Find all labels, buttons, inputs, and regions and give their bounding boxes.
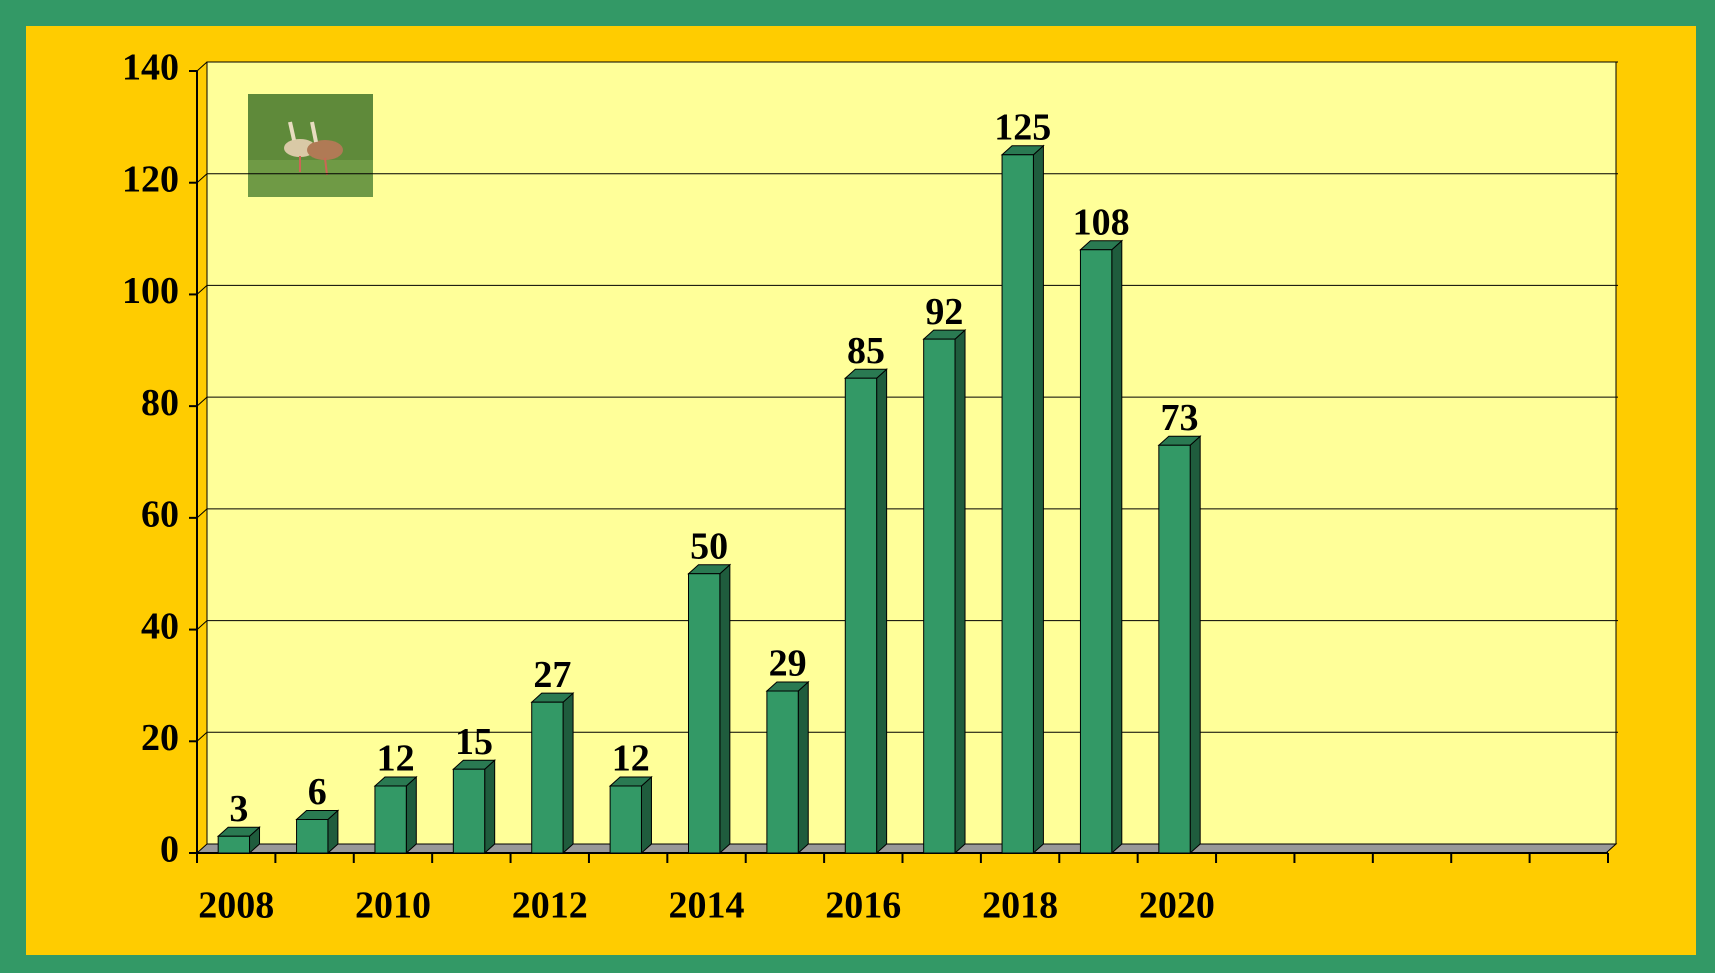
- value-label: 73: [1161, 397, 1199, 439]
- bar: [1001, 154, 1034, 854]
- value-label: 125: [994, 107, 1051, 149]
- grid-line-side: [196, 173, 208, 184]
- bar: [609, 785, 642, 854]
- value-label: 85: [847, 330, 885, 372]
- x-tick-label: 2010: [355, 885, 431, 927]
- bar-side: [1189, 435, 1201, 855]
- bar: [687, 573, 721, 854]
- photo: [248, 94, 373, 197]
- bar-side: [640, 775, 652, 855]
- bar: [217, 835, 251, 854]
- value-label: 108: [1073, 201, 1130, 243]
- bar-side: [876, 368, 888, 855]
- bar: [531, 701, 564, 854]
- bar-side: [954, 328, 966, 855]
- bar: [296, 818, 329, 854]
- x-tick-label: 2008: [198, 885, 274, 927]
- grid-line-side: [196, 508, 208, 519]
- grid-line-side: [196, 396, 208, 407]
- y-tick-label: 120: [122, 158, 179, 200]
- value-label: 12: [377, 738, 415, 780]
- value-label: 29: [769, 643, 807, 685]
- x-tick-label: 2020: [1139, 885, 1215, 927]
- bar: [766, 690, 799, 854]
- bar-side: [1111, 239, 1123, 855]
- value-label: 6: [308, 771, 327, 813]
- grid-line-side: [196, 620, 208, 630]
- bar-side: [484, 759, 496, 855]
- x-tick-label: 2014: [669, 885, 745, 927]
- x-tick-label: 2012: [512, 885, 588, 927]
- bar: [1079, 249, 1113, 854]
- y-tick-label: 100: [122, 270, 179, 312]
- bar: [1158, 444, 1191, 854]
- back-wall: [206, 61, 1617, 845]
- bar: [452, 768, 486, 854]
- grid-line-side: [196, 731, 208, 742]
- value-label: 15: [455, 721, 493, 763]
- bar: [374, 785, 407, 854]
- bar-side: [1032, 144, 1044, 855]
- bar-side: [562, 692, 574, 855]
- value-label: 27: [533, 654, 571, 696]
- y-tick-label: 20: [141, 717, 179, 759]
- y-tick-label: 80: [141, 382, 179, 424]
- value-label: 3: [229, 788, 248, 830]
- value-label: 12: [612, 738, 650, 780]
- value-label: 50: [690, 525, 728, 567]
- grid-line-side: [196, 61, 208, 72]
- bar-side: [797, 680, 809, 855]
- bar: [923, 338, 956, 854]
- y-tick-label: 140: [122, 47, 179, 89]
- y-tick-label: 0: [160, 829, 179, 871]
- value-label: 92: [925, 291, 963, 333]
- bar-side: [405, 775, 417, 855]
- y-tick-label: 60: [141, 494, 179, 536]
- y-tick-label: 40: [141, 605, 179, 647]
- bar: [844, 377, 878, 854]
- grid-line-side: [196, 285, 208, 295]
- bar-side: [719, 563, 731, 855]
- x-tick-label: 2018: [982, 885, 1058, 927]
- x-tick-label: 2016: [825, 885, 901, 927]
